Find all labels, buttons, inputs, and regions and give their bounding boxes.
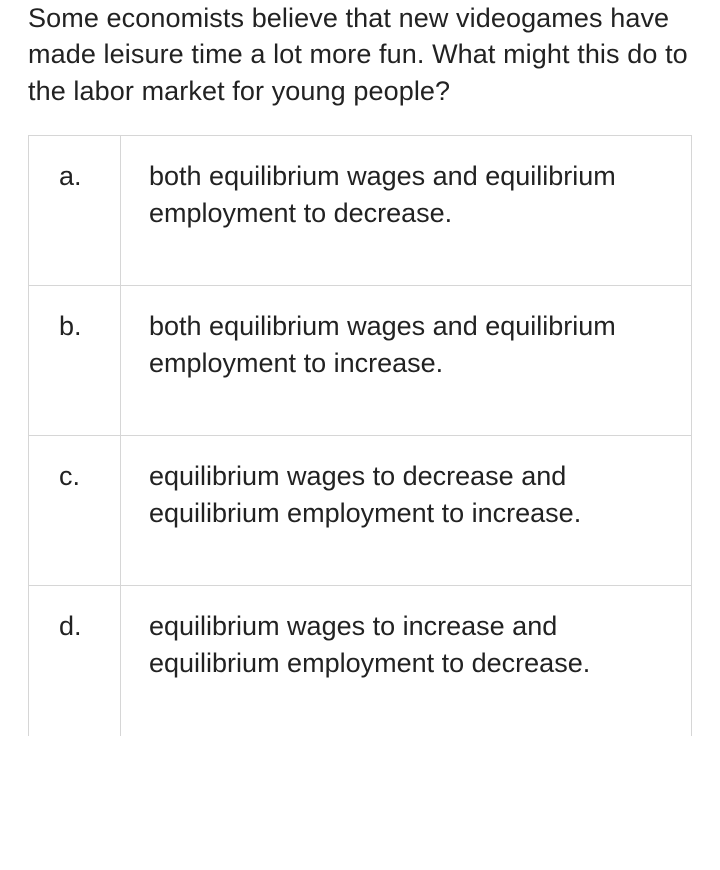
- option-row[interactable]: a. both equilibrium wages and equilibriu…: [29, 136, 691, 286]
- option-row[interactable]: b. both equilibrium wages and equilibriu…: [29, 286, 691, 436]
- option-label-b: b.: [29, 286, 121, 435]
- option-row[interactable]: c. equilibrium wages to decrease and equ…: [29, 436, 691, 586]
- options-table: a. both equilibrium wages and equilibriu…: [28, 135, 692, 736]
- option-row[interactable]: d. equilibrium wages to increase and equ…: [29, 586, 691, 736]
- question-text: Some economists believe that new videoga…: [28, 0, 692, 109]
- option-text-a: both equilibrium wages and equilibrium e…: [121, 136, 691, 285]
- option-label-a: a.: [29, 136, 121, 285]
- option-text-b: both equilibrium wages and equilibrium e…: [121, 286, 691, 435]
- option-text-d: equilibrium wages to increase and equili…: [121, 586, 691, 736]
- option-text-c: equilibrium wages to decrease and equili…: [121, 436, 691, 585]
- option-label-c: c.: [29, 436, 121, 585]
- option-label-d: d.: [29, 586, 121, 736]
